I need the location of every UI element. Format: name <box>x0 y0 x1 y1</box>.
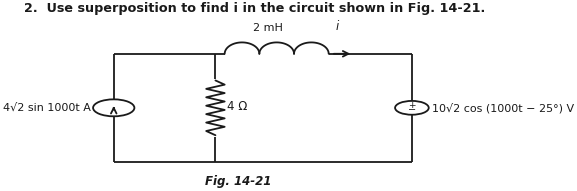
Text: −: − <box>408 105 416 115</box>
Text: +: + <box>408 101 415 110</box>
Text: 10√2 cos (1000t − 25°) V: 10√2 cos (1000t − 25°) V <box>432 103 575 113</box>
Text: i: i <box>336 20 339 33</box>
Text: 2 mH: 2 mH <box>253 23 282 33</box>
Text: 4 Ω: 4 Ω <box>227 100 248 113</box>
Text: 4√2 sin 1000t A: 4√2 sin 1000t A <box>3 103 91 113</box>
Text: 2.  Use superposition to find i in the circuit shown in Fig. 14-21.: 2. Use superposition to find i in the ci… <box>24 2 485 15</box>
Text: Fig. 14-21: Fig. 14-21 <box>205 175 272 188</box>
